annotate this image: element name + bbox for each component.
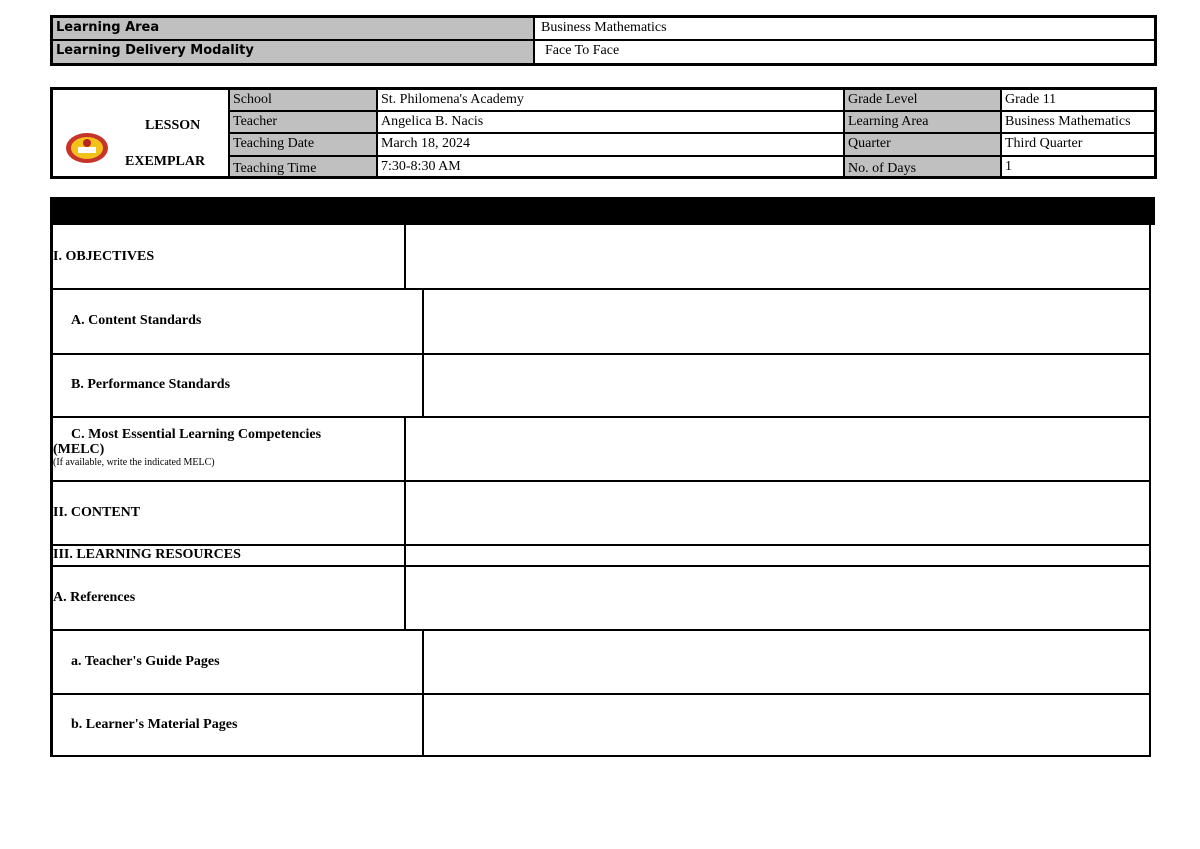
section-label: II. CONTENT bbox=[53, 504, 141, 520]
section-label: A. References bbox=[53, 589, 136, 605]
section-row-content-standards: A. Content Standards bbox=[53, 288, 1149, 355]
section-row-teachers-guide: a. Teacher's Guide Pages bbox=[53, 629, 1149, 695]
school-seal-logo-icon bbox=[66, 133, 108, 163]
grade-level-label: Grade Level bbox=[845, 90, 1000, 110]
section-label: III. LEARNING RESOURCES bbox=[53, 547, 241, 562]
section-row-performance-standards: B. Performance Standards bbox=[53, 353, 1149, 418]
section-label: a. Teacher's Guide Pages bbox=[71, 653, 220, 669]
teaching-time-label: Teaching Time bbox=[230, 157, 376, 176]
learning-area-value-2[interactable]: Business Mathematics bbox=[1002, 112, 1154, 132]
modality-label: Learning Delivery Modality bbox=[53, 41, 533, 63]
section-row-objectives: I. OBJECTIVES bbox=[53, 224, 1149, 290]
section-header-bar bbox=[50, 197, 1155, 225]
learning-area-label: Learning Area bbox=[53, 18, 533, 39]
learning-area-value[interactable]: Business Mathematics bbox=[535, 18, 1154, 39]
section-label: C. Most Essential Learning Competencies bbox=[71, 427, 322, 442]
section-row-references: A. References bbox=[53, 565, 1149, 631]
header-info-table: Learning Area Business Mathematics Learn… bbox=[50, 15, 1157, 66]
teaching-date-label: Teaching Date bbox=[230, 134, 376, 155]
school-value[interactable]: St. Philomena's Academy bbox=[378, 90, 843, 110]
teaching-time-value[interactable]: 7:30-8:30 AM bbox=[378, 157, 843, 176]
section-label: I. OBJECTIVES bbox=[53, 248, 155, 264]
lesson-title: LESSON bbox=[145, 118, 201, 133]
section-label-melc: (MELC) bbox=[53, 442, 105, 457]
teacher-value[interactable]: Angelica B. Nacis bbox=[378, 112, 843, 132]
lesson-plan-table: I. OBJECTIVES A. Content Standards B. Pe… bbox=[50, 224, 1151, 757]
exemplar-title: EXEMPLAR bbox=[125, 154, 206, 169]
learning-area-label-2: Learning Area bbox=[845, 112, 1000, 132]
teaching-date-value[interactable]: March 18, 2024 bbox=[378, 134, 843, 155]
section-row-melc: C. Most Essential Learning Competencies(… bbox=[53, 416, 1149, 482]
teacher-label: Teacher bbox=[230, 112, 376, 132]
lesson-exemplar-title-cell: LESSON EXEMPLAR bbox=[53, 90, 228, 176]
quarter-label: Quarter bbox=[845, 134, 1000, 155]
lesson-info-table: LESSON EXEMPLAR School St. Philomena's A… bbox=[50, 87, 1157, 179]
section-label: A. Content Standards bbox=[71, 313, 202, 328]
section-note: (If available, write the indicated MELC) bbox=[53, 457, 215, 468]
days-label: No. of Days bbox=[845, 157, 1000, 176]
section-row-learning-resources: III. LEARNING RESOURCES bbox=[53, 544, 1149, 567]
section-label: B. Performance Standards bbox=[71, 377, 231, 392]
days-value[interactable]: 1 bbox=[1002, 157, 1154, 176]
grade-level-value[interactable]: Grade 11 bbox=[1002, 90, 1154, 110]
section-label: b. Learner's Material Pages bbox=[71, 716, 238, 732]
section-row-content: II. CONTENT bbox=[53, 480, 1149, 546]
modality-value[interactable]: Face To Face bbox=[535, 41, 1154, 63]
school-label: School bbox=[230, 90, 376, 110]
quarter-value[interactable]: Third Quarter bbox=[1002, 134, 1154, 155]
section-row-learners-material: b. Learner's Material Pages bbox=[53, 693, 1149, 755]
